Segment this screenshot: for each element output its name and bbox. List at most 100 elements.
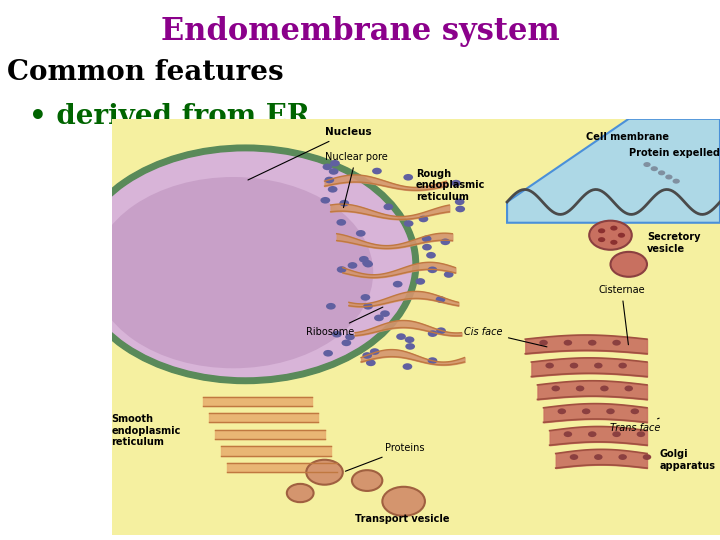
Circle shape [380,310,390,317]
Circle shape [570,454,578,460]
Circle shape [372,168,382,174]
Text: Endomembrane system: Endomembrane system [161,16,559,47]
Circle shape [332,331,342,338]
Circle shape [287,484,314,502]
Circle shape [570,363,578,368]
Circle shape [611,252,647,277]
Text: Rough
endoplasmic
reticulum: Rough endoplasmic reticulum [416,168,485,202]
Polygon shape [507,119,720,222]
Circle shape [672,179,680,184]
FancyBboxPatch shape [112,119,720,535]
Circle shape [426,252,436,259]
Circle shape [94,177,373,368]
Circle shape [651,166,658,171]
Circle shape [539,340,548,346]
Circle shape [455,206,465,212]
Circle shape [428,330,438,337]
Circle shape [658,170,665,176]
Circle shape [582,408,590,414]
Circle shape [436,327,446,334]
Text: Secretory
vesicle: Secretory vesicle [647,232,701,254]
Circle shape [345,334,355,340]
Circle shape [337,266,346,273]
Circle shape [323,164,333,170]
Circle shape [382,487,425,516]
Circle shape [451,180,461,186]
Circle shape [329,168,338,175]
Circle shape [326,303,336,309]
Circle shape [598,228,606,233]
Circle shape [618,454,627,460]
Circle shape [611,226,618,231]
Text: Proteins: Proteins [346,443,425,471]
Circle shape [665,174,672,179]
Circle shape [361,294,370,301]
Text: Cis face: Cis face [464,327,547,347]
Circle shape [356,230,366,237]
Circle shape [418,215,428,222]
Circle shape [352,470,382,491]
Text: Ribosome: Ribosome [306,307,383,337]
Circle shape [403,174,413,180]
Circle shape [611,240,618,245]
Circle shape [564,340,572,346]
Circle shape [594,454,603,460]
Circle shape [600,386,608,392]
Text: Trans face: Trans face [611,418,661,433]
Text: Common features: Common features [7,59,284,86]
Circle shape [576,386,585,392]
Circle shape [588,431,596,437]
Circle shape [545,363,554,368]
Circle shape [422,235,431,242]
Circle shape [422,244,432,251]
Circle shape [594,363,603,368]
Circle shape [644,162,651,167]
Circle shape [363,303,373,309]
Circle shape [612,431,621,437]
Circle shape [359,256,369,262]
Circle shape [589,221,631,250]
Circle shape [643,454,652,460]
Circle shape [396,333,406,340]
Circle shape [618,233,625,238]
Circle shape [328,186,338,193]
Circle shape [405,343,415,350]
Circle shape [598,237,606,242]
Text: Cell membrane: Cell membrane [586,132,669,141]
Circle shape [374,315,384,321]
Circle shape [618,363,627,368]
Text: • derived from ER: • derived from ER [29,103,310,130]
Circle shape [415,278,425,285]
Circle shape [404,220,413,227]
Circle shape [564,431,572,437]
Text: Golgi
apparatus: Golgi apparatus [660,449,715,470]
Circle shape [444,271,454,278]
Circle shape [384,204,393,210]
Circle shape [341,340,351,346]
Text: Nuclear pore: Nuclear pore [325,152,387,207]
Circle shape [606,408,615,414]
Circle shape [320,197,330,204]
Circle shape [362,352,372,359]
Circle shape [428,357,437,364]
Circle shape [366,360,376,366]
Circle shape [636,431,645,437]
Circle shape [405,336,415,343]
Circle shape [441,239,450,245]
Circle shape [336,219,346,226]
Circle shape [393,281,402,287]
Circle shape [364,261,373,267]
Circle shape [306,460,343,485]
Text: Transport vesicle: Transport vesicle [355,514,449,524]
Circle shape [428,267,437,273]
Circle shape [557,408,566,414]
Circle shape [402,363,413,370]
Circle shape [436,296,446,303]
Text: Protein expelled: Protein expelled [629,148,720,158]
Text: Nucleus: Nucleus [248,127,372,180]
Circle shape [552,386,560,392]
Circle shape [348,262,357,269]
Circle shape [370,348,379,355]
Text: Smooth
endoplasmic
reticulum: Smooth endoplasmic reticulum [112,414,181,447]
Circle shape [323,350,333,356]
